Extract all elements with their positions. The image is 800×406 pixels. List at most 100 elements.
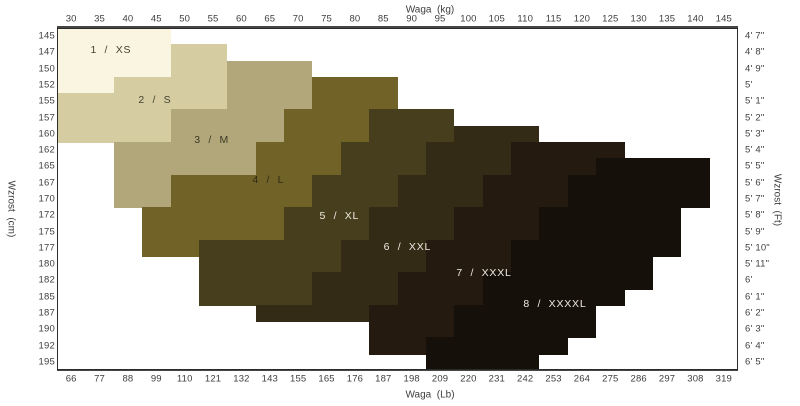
kg-tick: 85 <box>377 13 389 25</box>
cm-tick: 172 <box>38 209 55 221</box>
kg-tick: 120 <box>573 13 591 25</box>
band-xxl <box>340 239 426 257</box>
cm-tick: 182 <box>38 274 55 286</box>
kg-tick: 100 <box>460 13 477 25</box>
band-xxl <box>312 288 398 306</box>
lb-tick: 176 <box>346 373 364 384</box>
band-xxxxl <box>596 158 710 176</box>
lb-tick: 198 <box>403 373 420 384</box>
band-s <box>170 60 228 78</box>
band-xxxxl <box>454 304 597 323</box>
left-axis-title: Wzrost (cm) <box>5 180 17 238</box>
lb-tick: 275 <box>602 373 619 384</box>
band-l <box>255 158 341 176</box>
kg-tick: 80 <box>349 13 361 25</box>
cm-tick: 157 <box>38 112 55 124</box>
band-xxxxl <box>425 353 540 369</box>
size-label-xxl: 6 / XXL <box>383 241 432 254</box>
band-xxxl <box>454 223 540 241</box>
band-xxxxl <box>511 239 682 257</box>
kg-tick: 115 <box>545 13 562 25</box>
cm-tick: 177 <box>38 242 55 254</box>
band-xl <box>198 272 313 290</box>
band-xl <box>340 142 426 160</box>
band-xxxl <box>397 288 483 306</box>
cm-tick: 145 <box>38 30 55 42</box>
lb-tick: 155 <box>289 373 307 384</box>
ft-tick: 5' 8" <box>745 209 765 221</box>
lb-tick: 220 <box>460 373 477 384</box>
size-label-m: 3 / M <box>194 134 230 147</box>
size-label-xxxl: 7 / XXXL <box>456 267 512 280</box>
band-l <box>312 76 398 95</box>
ft-tick: 6' <box>745 274 753 286</box>
ft-tick: 5' 3" <box>745 128 765 140</box>
cm-tick: 190 <box>38 323 55 335</box>
size-label-xl: 5 / XL <box>319 210 360 223</box>
band-m <box>227 76 313 95</box>
band-xxl <box>255 304 370 323</box>
ft-tick: 5' 2" <box>745 112 765 124</box>
kg-tick: 135 <box>658 13 676 25</box>
kg-tick: 130 <box>630 13 647 25</box>
ft-tick: 5' 10" <box>745 242 770 254</box>
ft-tick: 4' 8" <box>745 46 765 58</box>
kg-tick: 45 <box>150 13 162 25</box>
band-xxxl <box>397 272 483 290</box>
band-xl <box>312 190 398 209</box>
lb-tick: 242 <box>516 373 534 384</box>
band-l <box>142 239 199 257</box>
size-label-l: 4 / L <box>252 174 285 187</box>
cm-tick: 165 <box>38 160 55 172</box>
band-l <box>142 207 284 225</box>
band-s <box>113 76 228 95</box>
band-xxxl <box>454 207 540 225</box>
band-xl <box>284 223 370 241</box>
kg-tick: 60 <box>235 13 247 25</box>
cm-tick: 195 <box>38 356 55 368</box>
band-xxl <box>312 272 398 290</box>
band-l <box>312 93 398 111</box>
band-xxl <box>425 158 511 176</box>
band-xxxl <box>482 190 568 209</box>
lb-tick: 231 <box>488 373 506 384</box>
band-m <box>170 109 284 127</box>
band-xxxxl <box>454 321 597 339</box>
lb-tick: 286 <box>630 373 647 384</box>
band-xxxxl <box>567 174 710 192</box>
band-m <box>113 142 256 160</box>
lb-tick: 121 <box>204 373 222 384</box>
cm-tick: 150 <box>38 63 55 75</box>
lb-tick: 88 <box>122 373 134 384</box>
band-l <box>284 109 370 127</box>
band-m <box>227 60 313 78</box>
cm-tick: 147 <box>38 46 55 58</box>
cm-tick: 180 <box>38 258 55 270</box>
ft-tick: 5' 9" <box>745 226 765 238</box>
kg-tick: 95 <box>434 13 446 25</box>
cm-tick: 187 <box>38 307 55 319</box>
band-xxxxl <box>511 256 653 274</box>
right-axis-title: Wzrost (Ft) <box>771 173 783 227</box>
lb-tick: 110 <box>176 373 193 384</box>
ft-tick: 5' 7" <box>745 193 765 205</box>
band-xs <box>58 44 171 62</box>
cm-tick: 170 <box>38 193 55 205</box>
lb-tick: 209 <box>431 373 449 384</box>
band-xs <box>58 60 171 78</box>
band-xxxl <box>511 142 625 160</box>
lb-tick: 132 <box>233 373 250 384</box>
ft-tick: 6' 3" <box>745 323 765 335</box>
kg-tick: 75 <box>321 13 333 25</box>
lb-tick: 264 <box>573 373 591 384</box>
ft-tick: 5' 1" <box>745 95 765 107</box>
ft-tick: 6' 2" <box>745 307 765 319</box>
lb-tick: 297 <box>658 373 676 384</box>
band-l <box>255 142 341 160</box>
kg-tick: 35 <box>94 13 106 25</box>
band-xxxxl <box>539 207 682 225</box>
band-xxl <box>340 256 426 274</box>
lb-tick: 77 <box>94 373 106 384</box>
band-xxxxl <box>567 190 710 209</box>
band-xs <box>58 76 114 95</box>
